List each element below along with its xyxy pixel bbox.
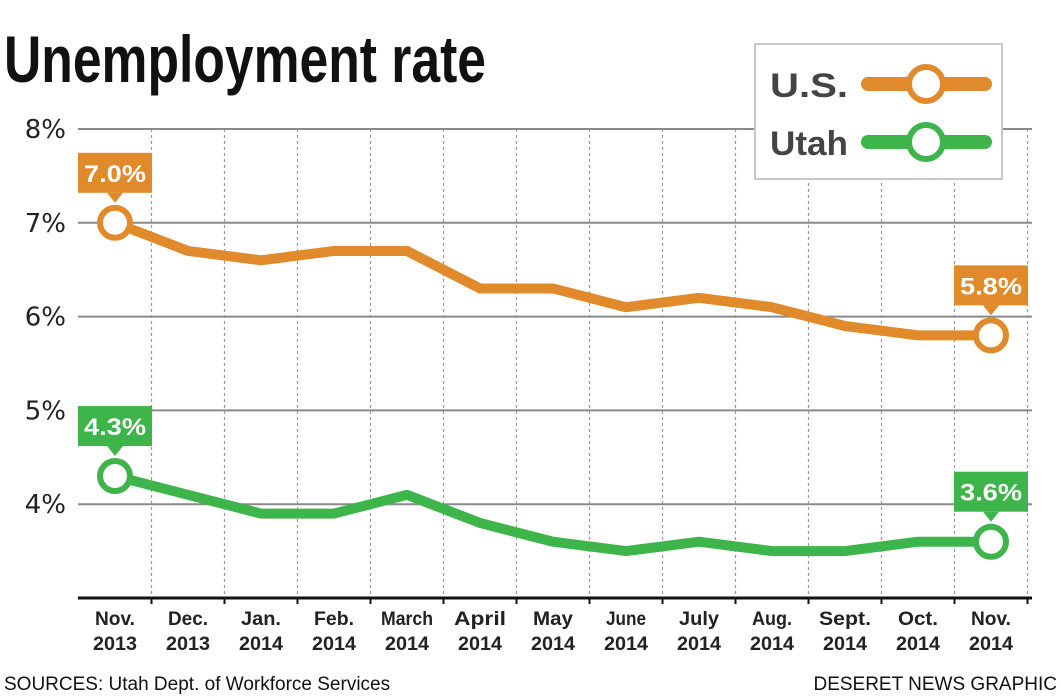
- x-tick-label: 2014: [385, 634, 429, 655]
- series-line-1: [110, 471, 996, 557]
- data-label-pointer: [107, 192, 123, 203]
- x-tick-label: 2014: [604, 634, 648, 655]
- legend: U.S. Utah: [754, 43, 1003, 180]
- x-tick-label: April: [454, 609, 506, 630]
- x-tick-label: 2014: [750, 634, 794, 655]
- x-tick-label: Jan.: [241, 609, 281, 630]
- series-endpoint-marker: [973, 317, 1009, 354]
- data-label-pointer: [983, 305, 999, 316]
- data-label-box: [954, 471, 1028, 512]
- x-axis-ticks: Nov. 2013 Dec. 2013 Jan. 2014 Feb. 2014 March 201…: [93, 609, 1013, 655]
- series-endpoint-marker: [973, 523, 1009, 560]
- y-tick-label: 8%: [25, 115, 66, 145]
- x-tick-label: 2014: [823, 634, 867, 655]
- series-lines: 7.0% 5.8% 4.3% 3.6%: [78, 152, 1028, 560]
- y-axis-ticks: 8% 7% 6% 5% 4%: [25, 115, 66, 520]
- y-tick-label: 7%: [25, 209, 66, 239]
- x-tick-label: March: [381, 609, 433, 630]
- x-tick-label: Sept.: [819, 609, 871, 630]
- data-label: 3.6%: [960, 480, 1022, 507]
- y-tick-label: 6%: [25, 303, 66, 333]
- series-line-0: [110, 217, 996, 341]
- x-tick-label: 2014: [239, 634, 283, 655]
- x-tick-label: 2014: [458, 634, 502, 655]
- x-tick-label: 2014: [677, 634, 721, 655]
- graphic-credit: DESERET NEWS GRAPHIC: [813, 674, 1057, 695]
- x-tick-label: 2013: [166, 634, 210, 655]
- series-endpoint-marker: [97, 458, 133, 495]
- x-tick-label: July: [679, 609, 719, 630]
- x-tick-label: May: [533, 609, 573, 630]
- x-tick-label: 2013: [93, 634, 137, 655]
- data-label: 4.3%: [84, 414, 146, 441]
- x-tick-label: June: [606, 609, 646, 630]
- x-tick-label: Dec.: [168, 609, 208, 630]
- x-tick-label: 2014: [969, 634, 1013, 655]
- x-tick-label: Nov.: [95, 609, 135, 630]
- data-label-box: [954, 265, 1028, 306]
- legend-swatch-marker: [906, 64, 946, 104]
- y-tick-label: 4%: [25, 490, 66, 520]
- x-tick-label: 2014: [896, 634, 940, 655]
- data-label: 5.8%: [960, 273, 1022, 300]
- legend-box: [754, 43, 1003, 180]
- x-tick-label: 2014: [531, 634, 575, 655]
- data-label-pointer: [983, 511, 999, 522]
- x-tick-label: Aug.: [752, 609, 792, 630]
- data-label: 7.0%: [84, 161, 146, 188]
- data-label-box: [78, 152, 152, 193]
- data-label-box: [78, 406, 152, 447]
- grid: [78, 128, 1032, 604]
- legend-label: Utah: [770, 125, 848, 163]
- legend-swatch-marker: [906, 122, 946, 162]
- series-endpoint-marker: [97, 204, 133, 241]
- x-tick-label: Nov.: [971, 609, 1011, 630]
- x-tick-label: Feb.: [314, 609, 354, 630]
- data-label-pointer: [107, 446, 123, 457]
- legend-label: U.S.: [770, 67, 848, 105]
- y-tick-label: 5%: [25, 396, 66, 426]
- chart-title: Unemployment rate: [4, 22, 486, 96]
- x-tick-label: 2014: [312, 634, 356, 655]
- x-tick-label: Oct.: [898, 609, 938, 630]
- source-note: SOURCES: Utah Dept. of Workforce Service…: [4, 674, 390, 695]
